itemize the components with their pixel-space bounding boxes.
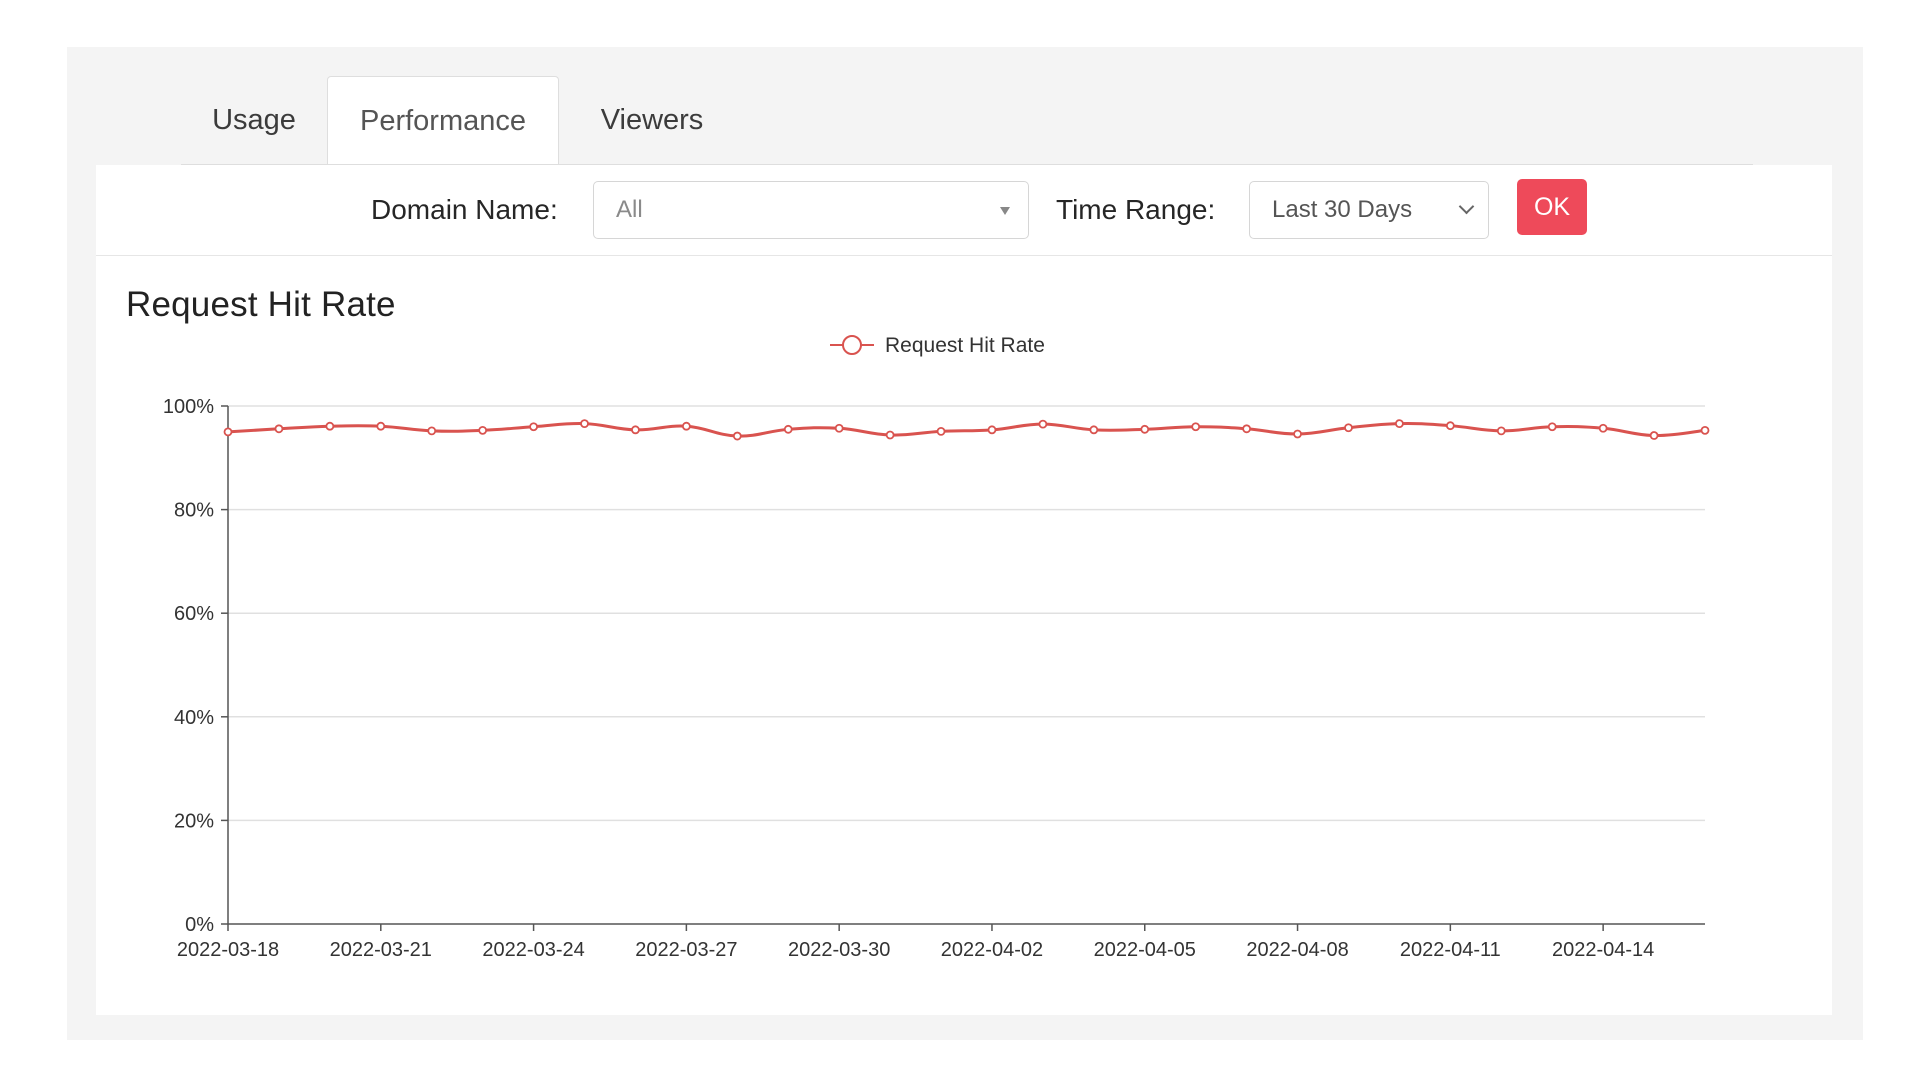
chevron-down-icon [1458, 198, 1475, 215]
y-tick-label: 20% [174, 810, 214, 832]
data-point[interactable] [580, 419, 589, 429]
domain-name-value: All [616, 196, 643, 223]
x-tick-label: 2022-03-27 [635, 939, 737, 961]
y-tick-label: 80% [174, 500, 214, 522]
data-point[interactable] [223, 427, 233, 437]
data-point[interactable] [1293, 429, 1302, 439]
x-tick-label: 2022-04-11 [1400, 939, 1501, 961]
data-point[interactable] [1445, 421, 1455, 431]
data-point[interactable] [1191, 422, 1201, 432]
y-tick-label: 40% [174, 707, 214, 729]
data-point[interactable] [681, 421, 691, 431]
x-tick-label: 2022-04-08 [1246, 939, 1348, 961]
series-line [227, 422, 1706, 438]
data-point[interactable] [936, 426, 946, 436]
legend-label: Request Hit Rate [885, 334, 1045, 357]
ok-button[interactable]: OK [1517, 179, 1587, 235]
data-point[interactable] [987, 425, 997, 435]
data-point[interactable] [427, 426, 437, 436]
data-point[interactable] [1598, 423, 1608, 433]
series-points [223, 419, 1710, 441]
caret-down-icon [1000, 207, 1010, 215]
data-point[interactable] [274, 424, 284, 434]
data-point[interactable] [1140, 424, 1150, 434]
tab-usage[interactable]: Usage [212, 104, 296, 136]
filter-bar: Domain Name: All Time Range: Last 30 Day… [96, 165, 1832, 256]
request-hit-rate-chart: Request Hit Rate 0% 20% 40% 60% 80% 100% 2022… [163, 334, 1710, 961]
x-tick-label: 2022-03-18 [177, 939, 279, 961]
data-point[interactable] [1649, 431, 1659, 440]
time-range-value: Last 30 Days [1272, 196, 1413, 223]
data-point[interactable] [1700, 425, 1710, 435]
chart-title: Request Hit Rate [126, 285, 396, 324]
x-tick-label: 2022-03-30 [788, 939, 890, 961]
x-tick-label: 2022-04-14 [1552, 939, 1654, 961]
tab-viewers[interactable]: Viewers [600, 104, 704, 136]
data-point[interactable] [885, 430, 895, 440]
data-point[interactable] [1547, 422, 1557, 432]
x-tick-label: 2022-03-24 [482, 939, 584, 961]
y-tick-label: 60% [174, 603, 214, 625]
data-point[interactable] [478, 425, 488, 435]
chart-grid [228, 405, 1705, 822]
domain-name-select[interactable]: All [593, 181, 1029, 239]
x-axis: 2022-03-18 2022-03-21 2022-03-24 2022-03-27… [177, 923, 1705, 961]
data-point[interactable] [1344, 423, 1353, 433]
data-point[interactable] [631, 425, 640, 435]
data-point[interactable] [1395, 419, 1404, 429]
y-tick-label: 0% [185, 914, 214, 936]
data-point[interactable] [1496, 426, 1506, 436]
data-point[interactable] [1038, 419, 1048, 429]
x-tick-label: 2022-04-02 [941, 939, 1043, 961]
x-tick-label: 2022-04-05 [1094, 939, 1196, 961]
y-axis: 0% 20% 40% 60% 80% 100% [163, 396, 229, 936]
data-point[interactable] [1242, 424, 1252, 434]
tab-performance[interactable]: Performance [327, 76, 559, 167]
data-point[interactable] [529, 422, 538, 432]
data-point[interactable] [834, 423, 844, 433]
performance-panel: Domain Name: All Time Range: Last 30 Day… [96, 165, 1832, 1015]
tab-divider [181, 164, 1753, 165]
legend-marker-icon [842, 335, 862, 355]
data-point[interactable] [325, 421, 335, 431]
time-range-label: Time Range: [1056, 194, 1216, 225]
data-point[interactable] [783, 424, 793, 434]
y-tick-label: 100% [163, 396, 214, 418]
data-point[interactable] [1089, 425, 1099, 435]
x-tick-label: 2022-03-21 [330, 939, 432, 961]
page-container: Usage Performance Viewers Domain Name: A… [67, 47, 1863, 1040]
chart-legend[interactable]: Request Hit Rate [830, 334, 1045, 357]
time-range-select[interactable]: Last 30 Days [1249, 181, 1489, 239]
tab-bar: Usage Performance Viewers [181, 76, 1753, 167]
data-point[interactable] [376, 421, 386, 431]
domain-name-label: Domain Name: [371, 194, 558, 225]
data-point[interactable] [732, 431, 742, 441]
